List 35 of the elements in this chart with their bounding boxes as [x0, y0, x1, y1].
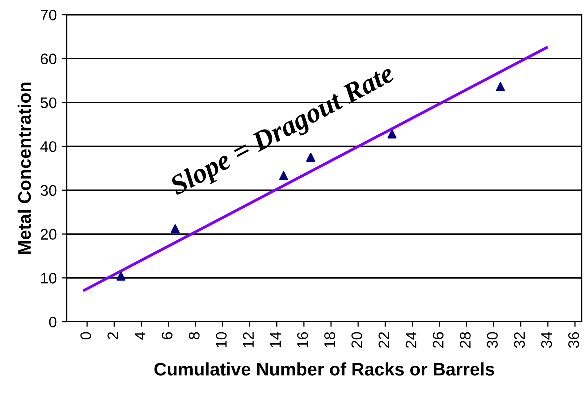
- x-tick-label: 6: [162, 332, 173, 340]
- x-tick-label: 22: [378, 332, 390, 348]
- y-tick-label: 70: [41, 10, 57, 21]
- y-tick-label: 50: [40, 98, 57, 108]
- y-tick-label: 0: [49, 316, 57, 328]
- point: [170, 224, 180, 234]
- point: [388, 130, 397, 139]
- x-tick-label: 0: [80, 332, 92, 340]
- point: [306, 153, 316, 162]
- point: [116, 272, 126, 281]
- x-tick-label: 20: [352, 332, 362, 348]
- x-axis-title: Cumulative Number of Racks or Barrels: [154, 362, 494, 376]
- x-tick-label: 32: [514, 332, 526, 348]
- x-tick-label: 2: [108, 332, 118, 340]
- y-tick-label: 40: [40, 141, 57, 152]
- y-tick-label: 60: [41, 54, 57, 65]
- x-tick-label: 12: [243, 332, 254, 348]
- y-tick-label: 30: [40, 185, 57, 196]
- x-tick-label: 8: [189, 332, 200, 340]
- x-tick-label: 4: [134, 332, 146, 340]
- point: [279, 171, 288, 180]
- y-tick-label: 10: [41, 273, 57, 284]
- point: [496, 82, 506, 92]
- x-tick-label: 30: [487, 332, 498, 348]
- x-tick-label: 18: [324, 332, 336, 348]
- y-tick-label: 20: [41, 229, 57, 240]
- x-tick-label: 28: [460, 332, 471, 348]
- x-tick-label: 34: [541, 332, 552, 348]
- y-axis-title: Metal Concentration: [18, 82, 32, 254]
- x-tick-label: 36: [568, 332, 580, 348]
- x-tick-label: 14: [270, 332, 282, 348]
- x-tick-label: 26: [432, 332, 444, 348]
- x-tick-label: 10: [216, 332, 227, 348]
- x-tick-label: 16: [297, 332, 308, 348]
- x-tick-label: 24: [406, 332, 417, 348]
